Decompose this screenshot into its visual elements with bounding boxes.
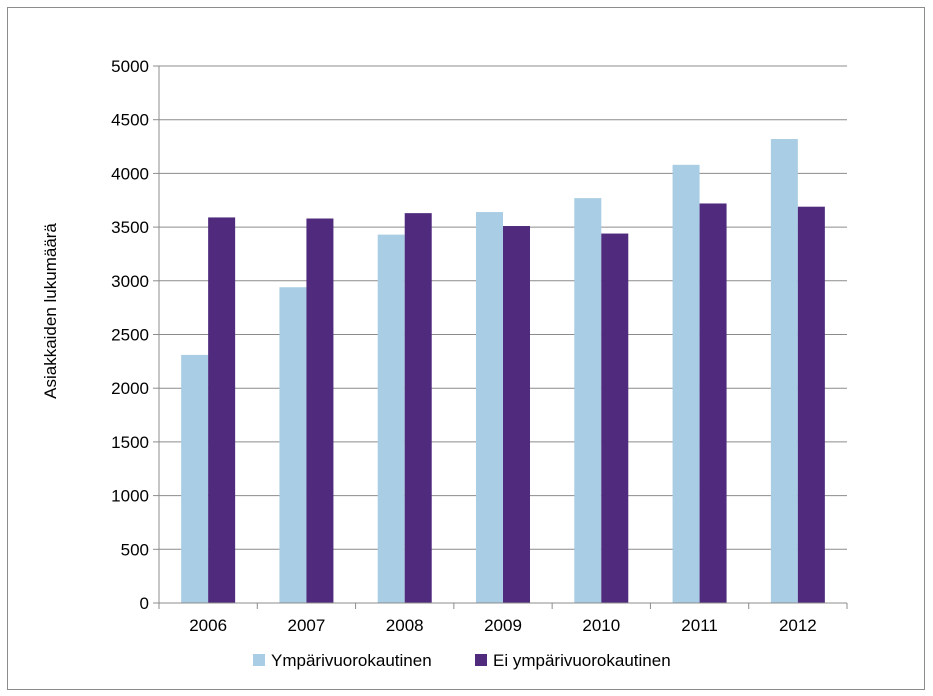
- y-tick-label: 2000: [111, 379, 149, 398]
- bar-ymparivuorokautinen-2009: [476, 212, 503, 603]
- bar-ei-ymparivuorokautinen-2006: [208, 217, 236, 603]
- x-tick-label: 2012: [779, 616, 817, 635]
- y-tick-label: 2500: [111, 326, 149, 345]
- x-tick-label: 2011: [681, 616, 718, 635]
- bar-ei-ymparivuorokautinen-2011: [699, 203, 727, 604]
- y-tick-label: 4000: [111, 164, 149, 183]
- y-axis-title: Asiakkaiden lukumäärä: [41, 223, 60, 399]
- x-tick-label: 2006: [189, 616, 227, 635]
- y-tick-label: 3000: [111, 272, 149, 291]
- x-tick-label: 2009: [484, 616, 522, 635]
- legend: Ympärivuorokautinen Ei ympärivuorokautine…: [253, 651, 671, 670]
- bars: [181, 139, 825, 604]
- bar-chart: 0 500 1000 1500 2000 2500 3000 3500 4000 4500 5000…: [41, 57, 848, 670]
- x-tick-label: 2010: [582, 616, 620, 635]
- bar-ymparivuorokautinen-2008: [377, 234, 405, 604]
- y-tick-label: 1000: [111, 487, 149, 506]
- bar-ei-ymparivuorokautinen-2007: [306, 218, 334, 603]
- bar-ymparivuorokautinen-2011: [672, 164, 700, 604]
- y-tick-label: 3500: [111, 218, 149, 237]
- legend-label: Ympärivuorokautinen: [271, 651, 432, 670]
- legend-swatch: [253, 654, 265, 666]
- chart-frame: 0 500 1000 1500 2000 2500 3000 3500 4000 4500 5000…: [7, 7, 925, 690]
- y-tick-label: 5000: [111, 57, 149, 76]
- y-tick-label: 4500: [111, 111, 149, 130]
- bar-ymparivuorokautinen-2007: [279, 287, 307, 603]
- legend-label: Ei ympärivuorokautinen: [493, 651, 671, 670]
- y-tick-label: 0: [140, 594, 149, 613]
- tick-labels: 0 500 1000 1500 2000 2500 3000 3500 4000 4500 5000…: [111, 57, 817, 635]
- bar-ei-ymparivuorokautinen-2012: [797, 206, 825, 603]
- legend-swatch: [475, 654, 487, 666]
- x-tick-label: 2008: [386, 616, 424, 635]
- bar-ymparivuorokautinen-2012: [770, 139, 798, 604]
- bar-ei-ymparivuorokautinen-2009: [503, 226, 530, 603]
- bar-ymparivuorokautinen-2010: [574, 198, 602, 604]
- bar-ei-ymparivuorokautinen-2010: [601, 233, 629, 603]
- y-tick-label: 500: [121, 540, 149, 559]
- bar-ei-ymparivuorokautinen-2008: [404, 213, 432, 603]
- x-tick-label: 2007: [288, 616, 326, 635]
- y-tick-label: 1500: [111, 433, 149, 452]
- bar-ymparivuorokautinen-2006: [181, 354, 209, 603]
- axes: [153, 65, 848, 609]
